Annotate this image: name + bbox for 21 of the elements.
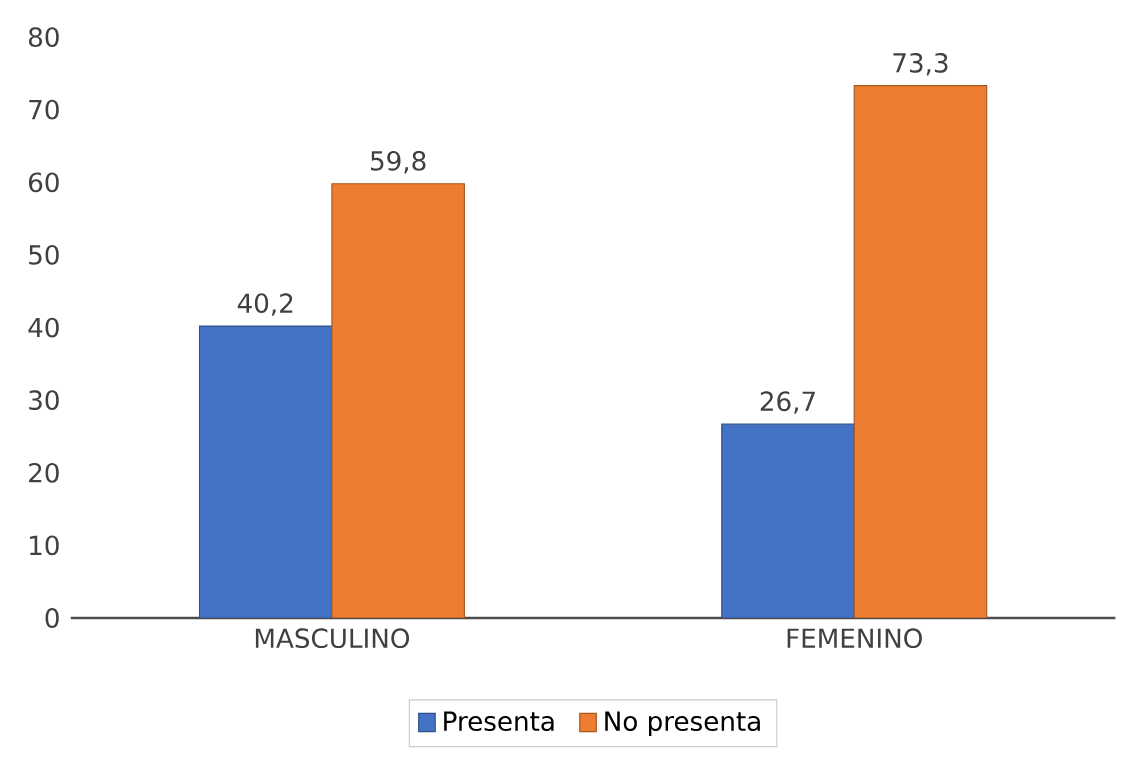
data-label: 26,7 xyxy=(760,391,815,414)
legend-label: No presenta xyxy=(605,711,760,737)
y-tick-label: 10 xyxy=(30,535,59,556)
data-label: 40,2 xyxy=(237,293,293,316)
bar xyxy=(331,183,465,619)
bar xyxy=(721,423,855,619)
y-tick-label: 0 xyxy=(45,608,59,629)
y-tick-label: 40 xyxy=(28,317,59,338)
data-label: 59,8 xyxy=(371,151,426,174)
y-tick-label: 80 xyxy=(28,27,59,48)
y-tick-label: 50 xyxy=(29,245,59,265)
bar xyxy=(198,325,333,619)
legend-label: Presenta xyxy=(444,711,554,732)
y-tick-label: 20 xyxy=(29,463,59,483)
x-tick-label: FEMENINO xyxy=(787,628,922,649)
y-tick-label: 30 xyxy=(29,390,59,411)
x-tick-label: MASCULINO xyxy=(255,628,410,649)
y-tick-label: 70 xyxy=(29,99,59,120)
data-label: 73,3 xyxy=(893,53,948,76)
y-tick-label: 60 xyxy=(28,172,59,193)
bar xyxy=(853,85,988,619)
